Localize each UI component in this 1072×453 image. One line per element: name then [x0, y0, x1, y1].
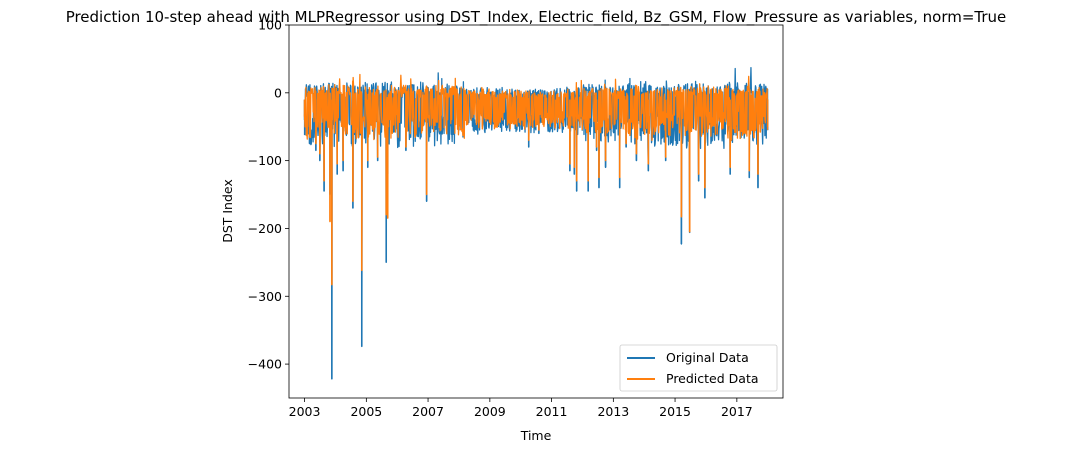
- x-tick-label: 2017: [721, 404, 753, 419]
- y-tick-label: −300: [248, 289, 282, 304]
- y-tick-label: −200: [248, 221, 282, 236]
- series-line-original: [303, 66, 769, 380]
- legend-label-predicted: Predicted Data: [666, 371, 759, 386]
- x-tick-label: 2009: [474, 404, 506, 419]
- x-axis-ticks: 2003 2005 2007 2009 2011 2013 2015 2017: [289, 398, 753, 419]
- legend-box: [619, 344, 778, 392]
- y-tick-label: −400: [248, 357, 282, 372]
- chart-title: Prediction 10-step ahead with MLPRegress…: [66, 8, 1007, 27]
- legend: Original Data Predicted Data: [619, 344, 778, 392]
- legend-label-original: Original Data: [666, 350, 749, 365]
- series-line-predicted: [303, 73, 769, 286]
- y-axis-label: DST Index: [220, 179, 235, 243]
- y-tick-label: 0: [274, 85, 282, 100]
- x-tick-label: 2007: [412, 404, 444, 419]
- x-tick-label: 2015: [659, 404, 691, 419]
- y-tick-label: 100: [258, 18, 282, 33]
- x-axis-label: Time: [520, 428, 552, 443]
- x-tick-label: 2011: [536, 404, 568, 419]
- series-layer: [303, 66, 769, 380]
- plot-area-frame: [288, 24, 784, 399]
- x-tick-label: 2003: [289, 404, 321, 419]
- x-tick-label: 2005: [350, 404, 382, 419]
- y-axis-ticks: 100 0 −100 −200 −300 −400: [248, 18, 289, 372]
- x-tick-label: 2013: [597, 404, 629, 419]
- y-tick-label: −100: [248, 153, 282, 168]
